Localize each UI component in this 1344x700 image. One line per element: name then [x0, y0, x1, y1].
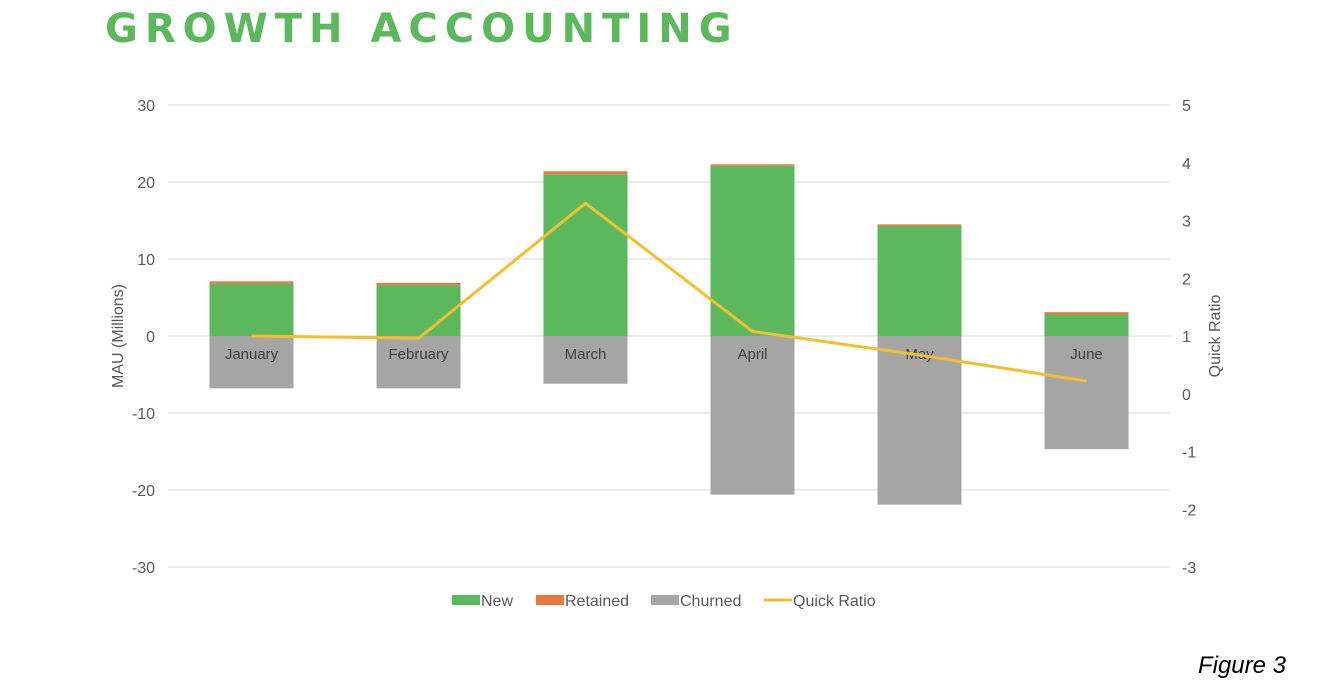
y2-tick-label: -2 — [1182, 502, 1196, 519]
y-tick-label: -20 — [132, 483, 155, 500]
bar-retained — [209, 281, 294, 284]
quick-ratio-line — [251, 201, 1087, 383]
bar-retained — [543, 171, 628, 175]
y-axis-title: MAU (Millions) — [110, 284, 127, 388]
bar-churned — [877, 336, 962, 505]
y-tick-label: -10 — [132, 406, 155, 423]
y2-tick-label: 3 — [1182, 214, 1191, 231]
y2-tick-label: -3 — [1182, 560, 1196, 577]
bar-new — [1044, 314, 1129, 336]
y-tick-label: 20 — [137, 175, 155, 192]
page-title: GROWTH ACCOUNTING — [105, 6, 739, 52]
bar-retained — [376, 282, 461, 286]
y2-tick-label: -1 — [1182, 445, 1196, 462]
y-tick-label: 10 — [137, 252, 155, 269]
bar-churned — [543, 336, 628, 384]
quick-ratio-line-group — [251, 201, 1087, 383]
bar-churned — [710, 336, 795, 495]
category-label: June — [1070, 346, 1103, 363]
legend: New Retained Churned Quick Ratio — [452, 593, 876, 610]
bar-churned — [376, 336, 461, 389]
y-tick-label: -30 — [132, 560, 155, 577]
legend-swatch — [651, 595, 679, 605]
y2-tick-label: 2 — [1182, 271, 1191, 288]
bar-retained — [710, 164, 795, 166]
category-labels: January February March April May June — [225, 346, 1103, 363]
legend-label: Churned — [680, 593, 741, 610]
legend-swatch — [452, 595, 480, 605]
bar-new — [877, 225, 962, 336]
y-tick-label: 30 — [137, 98, 155, 115]
category-label: March — [565, 346, 607, 363]
figure-caption: Figure 3 — [1197, 652, 1286, 679]
bar-new — [710, 165, 795, 336]
bar-churned — [209, 336, 294, 389]
y2-axis-title: Quick Ratio — [1207, 295, 1224, 378]
bar-churned — [1044, 336, 1129, 450]
category-label: February — [388, 346, 449, 363]
category-label: January — [225, 346, 279, 363]
bars — [209, 164, 1129, 505]
bar-new — [209, 283, 294, 336]
bar-retained — [1044, 312, 1129, 315]
legend-label: Retained — [565, 593, 629, 610]
legend-label: New — [481, 593, 513, 610]
bar-new — [376, 285, 461, 336]
y2-tick-label: 4 — [1182, 156, 1191, 173]
bar-retained — [877, 224, 962, 226]
y2-tick-label: 1 — [1182, 329, 1191, 346]
y-tick-label: 0 — [146, 329, 155, 346]
y2-tick-label: 0 — [1182, 387, 1191, 404]
category-label: April — [737, 346, 767, 363]
bar-new — [543, 174, 628, 336]
y2-tick-label: 5 — [1182, 98, 1191, 115]
legend-swatch — [536, 595, 564, 605]
legend-label: Quick Ratio — [793, 593, 876, 610]
